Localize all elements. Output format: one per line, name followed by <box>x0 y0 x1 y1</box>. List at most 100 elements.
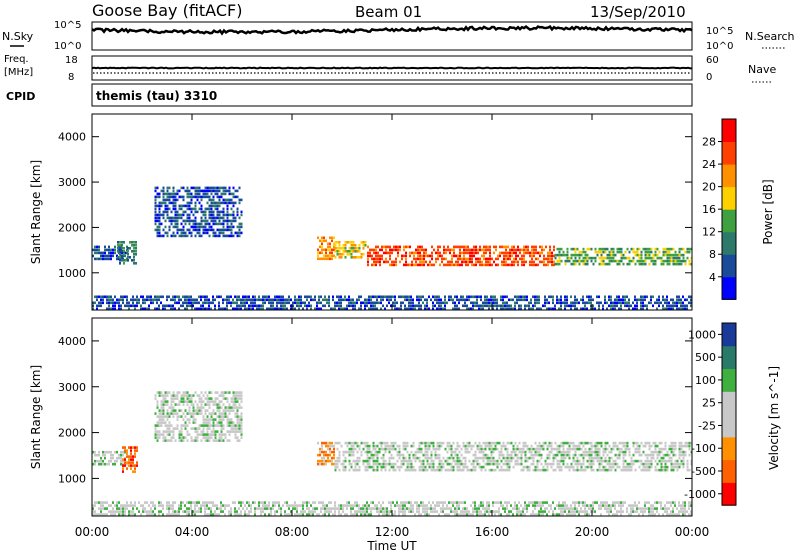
scatter-cell <box>541 251 543 255</box>
scatter-cell <box>616 444 619 448</box>
scatter-cell <box>160 433 163 436</box>
scatter-cell <box>535 263 537 267</box>
scatter-cell <box>406 468 409 472</box>
scatter-cell <box>196 439 199 442</box>
scatter-cell <box>236 234 239 238</box>
scatter-cell <box>123 247 125 250</box>
scatter-cell <box>154 424 157 427</box>
scatter-cell <box>212 213 215 217</box>
scatter-cell <box>200 412 203 415</box>
scatter-cell <box>352 504 354 507</box>
scatter-cell <box>546 465 549 469</box>
scatter-cell <box>406 465 409 469</box>
scatter-cell <box>248 298 250 302</box>
scatter-cell <box>616 462 619 466</box>
scatter-cell <box>582 453 585 457</box>
scatter-cell <box>164 397 167 400</box>
scatter-cell <box>382 513 384 516</box>
scatter-cell <box>204 228 207 232</box>
scatter-cell <box>178 507 180 510</box>
scatter-cell <box>480 510 482 513</box>
scatter-cell <box>250 304 252 308</box>
scatter-cell <box>204 504 206 507</box>
scatter-cell <box>540 453 543 457</box>
scatter-cell <box>234 394 237 397</box>
scatter-cell <box>668 253 671 257</box>
scatter-cell <box>158 234 161 238</box>
scatter-cell <box>190 201 193 205</box>
scatter-cell <box>423 254 425 258</box>
scatter-cell <box>100 462 102 466</box>
scatter-cell <box>438 441 441 445</box>
scatter-cell <box>206 207 209 211</box>
scatter-cell <box>230 207 233 211</box>
scatter-cell <box>640 301 642 305</box>
scatter-cell <box>110 301 112 305</box>
scatter-cell <box>656 256 659 260</box>
scatter-cell <box>682 453 685 457</box>
scatter-cell <box>490 301 492 305</box>
scatter-cell <box>678 298 680 302</box>
scatter-cell <box>198 222 201 226</box>
scatter-cell <box>463 251 465 255</box>
scatter-cell <box>204 219 207 223</box>
scatter-cell <box>380 307 382 311</box>
scatter-cell <box>494 462 497 466</box>
scatter-cell <box>520 456 523 460</box>
scatter-cell <box>492 307 494 311</box>
scatter-cell <box>678 307 680 311</box>
scatter-cell <box>408 456 411 460</box>
scatter-cell <box>518 462 521 466</box>
scatter-cell <box>328 301 330 305</box>
scatter-cell <box>206 436 209 439</box>
colorbar-tick-label: 16 <box>702 203 716 216</box>
scatter-cell <box>482 465 485 469</box>
scatter-cell <box>262 301 264 305</box>
scatter-cell <box>584 259 587 263</box>
scatter-cell <box>154 210 157 214</box>
scatter-cell <box>506 462 509 466</box>
scatter-cell <box>576 447 579 451</box>
scatter-cell <box>98 251 100 255</box>
scatter-cell <box>512 298 514 302</box>
scatter-cell <box>534 447 537 451</box>
scatter-cell <box>184 204 187 208</box>
scatter-cell <box>385 251 387 255</box>
scatter-cell <box>470 307 472 311</box>
scatter-cell <box>500 465 503 469</box>
scatter-cell <box>294 295 296 299</box>
scatter-cell <box>330 307 332 311</box>
scatter-cell <box>133 247 135 250</box>
scatter-cell <box>367 263 369 267</box>
scatter-cell <box>596 295 598 299</box>
scatter-cell <box>100 295 102 299</box>
scatter-cell <box>190 231 193 235</box>
scatter-cell <box>528 450 531 454</box>
scatter-cell <box>172 436 175 439</box>
scatter-cell <box>574 459 577 463</box>
scatter-cell <box>422 501 424 504</box>
scatter-cell <box>484 295 486 299</box>
scatter-cell <box>274 510 276 513</box>
scatter-cell <box>202 192 205 196</box>
scatter-cell <box>664 465 667 469</box>
scatter-cell <box>234 424 237 427</box>
scatter-cell <box>348 298 350 302</box>
scatter-cell <box>208 195 211 199</box>
scatter-cell <box>222 231 225 235</box>
scatter-cell <box>458 513 460 516</box>
scatter-cell <box>124 456 126 460</box>
scatter-cell <box>206 513 208 516</box>
scatter-cell <box>196 427 199 430</box>
scatter-cell <box>156 433 159 436</box>
scatter-cell <box>230 234 233 238</box>
scatter-cell <box>391 263 393 267</box>
scatter-cell <box>668 453 671 457</box>
scatter-cell <box>346 501 348 504</box>
scatter-cell <box>192 195 195 199</box>
scatter-cell <box>452 459 455 463</box>
scatter-cell <box>280 304 282 308</box>
scatter-cell <box>666 465 669 469</box>
scatter-cell <box>408 304 410 308</box>
scatter-cell <box>506 453 509 457</box>
